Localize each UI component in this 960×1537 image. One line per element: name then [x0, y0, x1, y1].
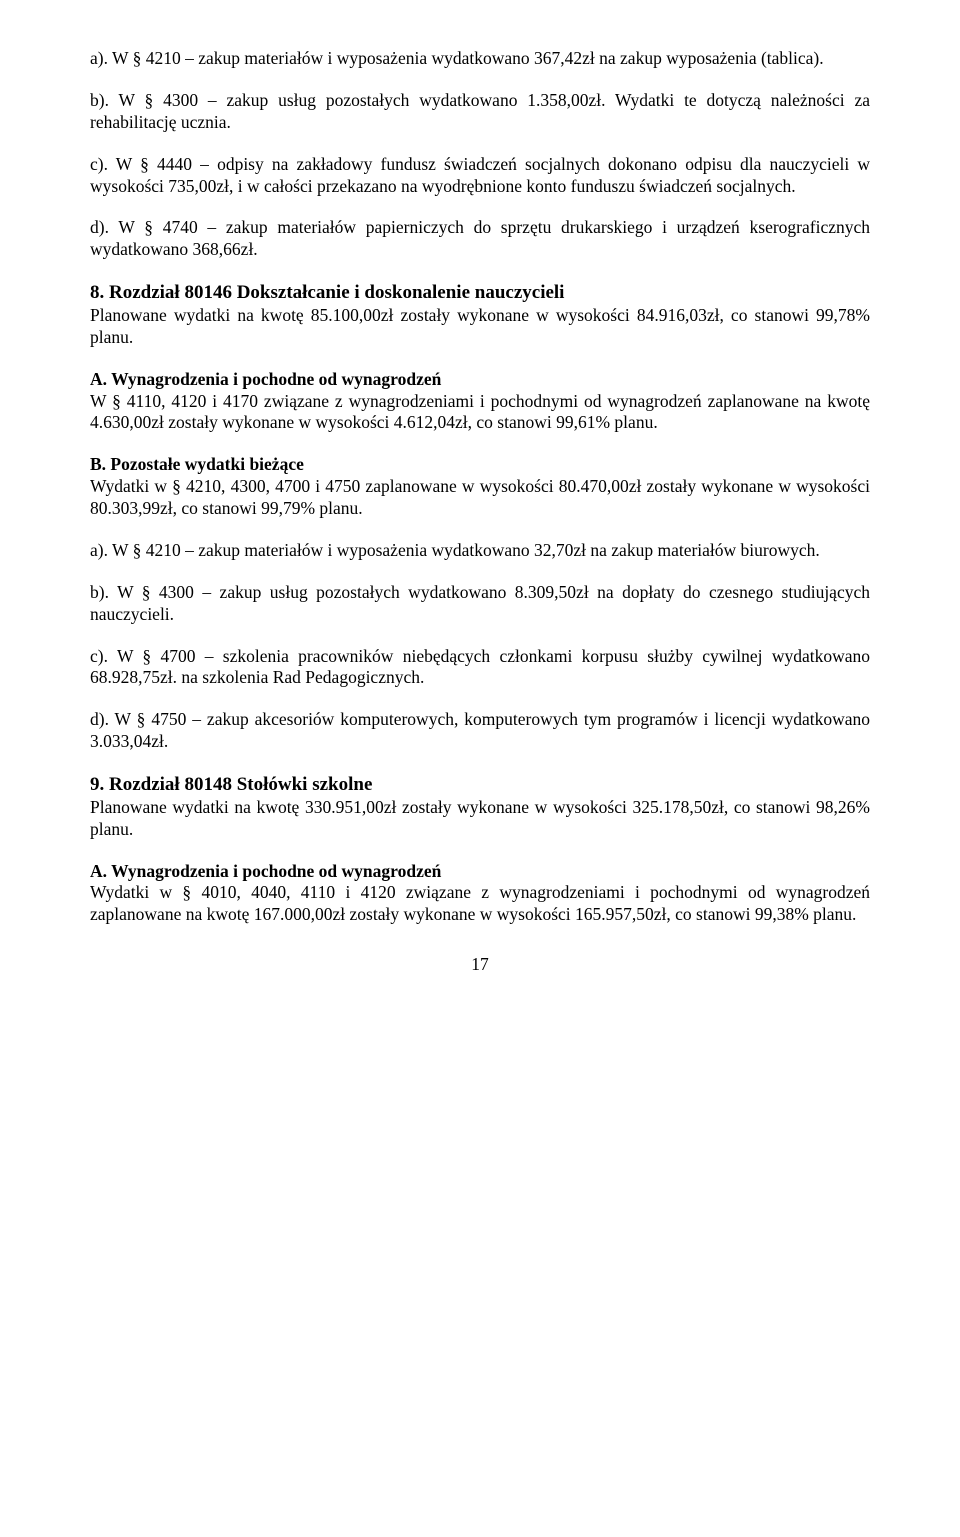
paragraph-d-4750: d). W § 4750 – zakup akcesoriów komputer…	[90, 709, 870, 753]
section-9: 9. Rozdział 80148 Stołówki szkolne Plano…	[90, 773, 870, 841]
section-8-A-text: W § 4110, 4120 i 4170 związane z wynagro…	[90, 391, 870, 435]
section-8-A: A. Wynagrodzenia i pochodne od wynagrodz…	[90, 369, 870, 435]
section-8-B: B. Pozostałe wydatki bieżące Wydatki w §…	[90, 454, 870, 520]
subheading-B-pozostale-1: B. Pozostałe wydatki bieżące	[90, 454, 870, 476]
section-8-intro: Planowane wydatki na kwotę 85.100,00zł z…	[90, 305, 870, 349]
section-8: 8. Rozdział 80146 Dokształcanie i doskon…	[90, 281, 870, 349]
paragraph-d-4740: d). W § 4740 – zakup materiałów papierni…	[90, 217, 870, 261]
paragraph-b-4300: b). W § 4300 – zakup usług pozostałych w…	[90, 90, 870, 134]
paragraph-a-4210: a). W § 4210 – zakup materiałów i wyposa…	[90, 48, 870, 70]
page-number: 17	[90, 954, 870, 975]
paragraph-b-4300-b: b). W § 4300 – zakup usług pozostałych w…	[90, 582, 870, 626]
subheading-A-wynagrodzenia-1: A. Wynagrodzenia i pochodne od wynagrodz…	[90, 369, 870, 391]
section-9-A-text: Wydatki w § 4010, 4040, 4110 i 4120 zwią…	[90, 882, 870, 926]
paragraph-c-4440: c). W § 4440 – odpisy na zakładowy fundu…	[90, 154, 870, 198]
document-page: a). W § 4210 – zakup materiałów i wyposa…	[0, 0, 960, 1015]
paragraph-a-4210-b: a). W § 4210 – zakup materiałów i wyposa…	[90, 540, 870, 562]
paragraph-c-4700: c). W § 4700 – szkolenia pracowników nie…	[90, 646, 870, 690]
section-9-intro: Planowane wydatki na kwotę 330.951,00zł …	[90, 797, 870, 841]
heading-8: 8. Rozdział 80146 Dokształcanie i doskon…	[90, 281, 870, 305]
heading-9: 9. Rozdział 80148 Stołówki szkolne	[90, 773, 870, 797]
section-9-A: A. Wynagrodzenia i pochodne od wynagrodz…	[90, 861, 870, 927]
section-8-B-text: Wydatki w § 4210, 4300, 4700 i 4750 zapl…	[90, 476, 870, 520]
subheading-A-wynagrodzenia-2: A. Wynagrodzenia i pochodne od wynagrodz…	[90, 861, 870, 883]
